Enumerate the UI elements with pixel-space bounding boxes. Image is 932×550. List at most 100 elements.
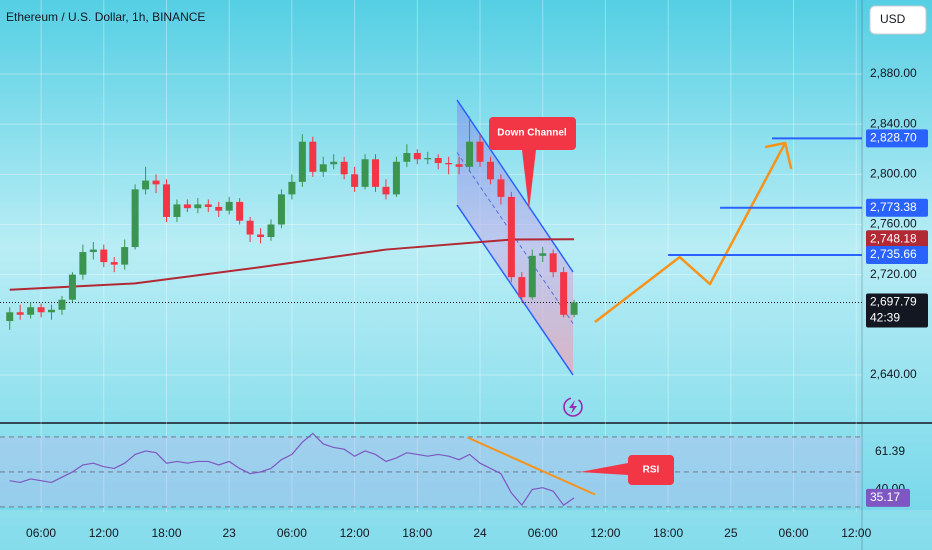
candle-body: [79, 252, 87, 275]
candle-body: [288, 181, 296, 195]
candle-body: [486, 161, 494, 180]
rsi-line: [9, 432, 575, 507]
candle-body: [257, 234, 265, 238]
x-tick-label: 12:00: [590, 526, 620, 540]
candle-body: [68, 274, 76, 300]
candle-body: [455, 164, 463, 167]
candle-body: [194, 204, 202, 209]
candle-body: [142, 180, 150, 190]
candle-body: [497, 179, 505, 197]
candle-body: [424, 158, 432, 160]
rsi-band: [0, 436, 862, 507]
last-price-box: [866, 293, 928, 328]
candle-body: [277, 194, 285, 225]
candle-body: [152, 180, 160, 185]
x-tick-label: 18:00: [151, 526, 181, 540]
candle-body: [392, 161, 400, 195]
x-tick-label: 06:00: [779, 526, 809, 540]
y-tick-label: 2,840.00: [870, 116, 917, 130]
price-label-box: [866, 230, 928, 249]
price-label: 2,773.38: [870, 200, 917, 214]
time-axis-bg: [0, 510, 932, 550]
candle-body: [121, 247, 129, 265]
x-tick-label: 12:00: [340, 526, 370, 540]
chart-title: Ethereum / U.S. Dollar, 1h, BINANCE: [6, 10, 205, 24]
candle-body: [131, 189, 139, 248]
y-tick-label: 2,720.00: [870, 267, 917, 281]
channel-upper: [456, 99, 574, 273]
candle-body: [507, 196, 515, 278]
price-label: 2,748.18: [870, 231, 917, 245]
alert-icon[interactable]: [563, 397, 583, 417]
channel-callout: [489, 117, 576, 210]
candle-body: [58, 299, 66, 310]
rsi-callout: [580, 455, 674, 485]
candle-body: [319, 164, 327, 172]
last-price-label: 2,697.79: [870, 295, 917, 309]
price-label: 2,828.70: [870, 130, 917, 144]
candle-body: [6, 312, 14, 322]
currency-button[interactable]: [869, 5, 927, 35]
x-tick-label: 25: [724, 526, 738, 540]
candle-body: [298, 141, 306, 182]
x-tick-label: 06:00: [26, 526, 56, 540]
candle-body: [466, 141, 474, 167]
projection-path: [594, 142, 787, 324]
x-tick-label: 18:00: [653, 526, 683, 540]
candle-body: [361, 159, 369, 187]
projection-arrowhead: [764, 141, 793, 170]
candle-body: [16, 312, 24, 315]
candle-body: [246, 220, 254, 235]
candle-body: [48, 309, 56, 313]
candle-body: [309, 141, 317, 172]
y-tick-label: 2,760.00: [870, 217, 917, 231]
candle-body: [89, 249, 97, 253]
rsi-ma-label: 61.39: [875, 444, 905, 458]
candle-body: [340, 161, 348, 175]
candle-body: [204, 204, 212, 207]
candle-body: [382, 186, 390, 195]
candle-body: [539, 253, 547, 256]
channel-callout-text: Down Channel: [497, 128, 567, 139]
candle-body: [100, 249, 108, 263]
price-label-box: [866, 129, 928, 148]
channel-fill: [457, 99, 574, 375]
candle-body: [215, 206, 223, 211]
candle-body: [37, 307, 45, 313]
candle-body: [110, 262, 118, 265]
candle-body: [27, 307, 35, 315]
candle-body: [549, 253, 557, 273]
candle-body: [267, 224, 275, 238]
candle-body: [434, 158, 442, 164]
candle-body: [528, 255, 536, 298]
candle-body: [225, 201, 233, 211]
candle-body: [372, 159, 380, 187]
candle-body: [413, 152, 421, 160]
candle-body: [560, 272, 568, 315]
candle-body: [570, 302, 578, 315]
candle-body: [476, 141, 484, 162]
moving-average: [9, 238, 575, 291]
x-tick-label: 12:00: [89, 526, 119, 540]
x-tick-label: 23: [223, 526, 237, 540]
currency[interactable]: USD: [880, 12, 906, 26]
candle-body: [183, 204, 191, 209]
candle-body: [445, 163, 453, 165]
y-tick-label: 2,880.00: [870, 66, 917, 80]
candle-body: [351, 174, 359, 187]
x-tick-label: 12:00: [841, 526, 871, 540]
candle-body: [518, 277, 526, 298]
candle-body: [403, 152, 411, 162]
candle-body: [173, 204, 181, 217]
y-tick-label: 2,800.00: [870, 166, 917, 180]
y-tick-label: 2,640.00: [870, 367, 917, 381]
countdown: 42:39: [870, 311, 900, 325]
rsi-last-label: 35.17: [870, 490, 900, 504]
price-label: 2,735.66: [870, 247, 917, 261]
price-label-box: [866, 198, 928, 217]
price-label-box: [866, 246, 928, 265]
channel-lower: [456, 204, 574, 376]
rsi-trendline: [467, 436, 596, 496]
candle-body: [162, 184, 170, 217]
